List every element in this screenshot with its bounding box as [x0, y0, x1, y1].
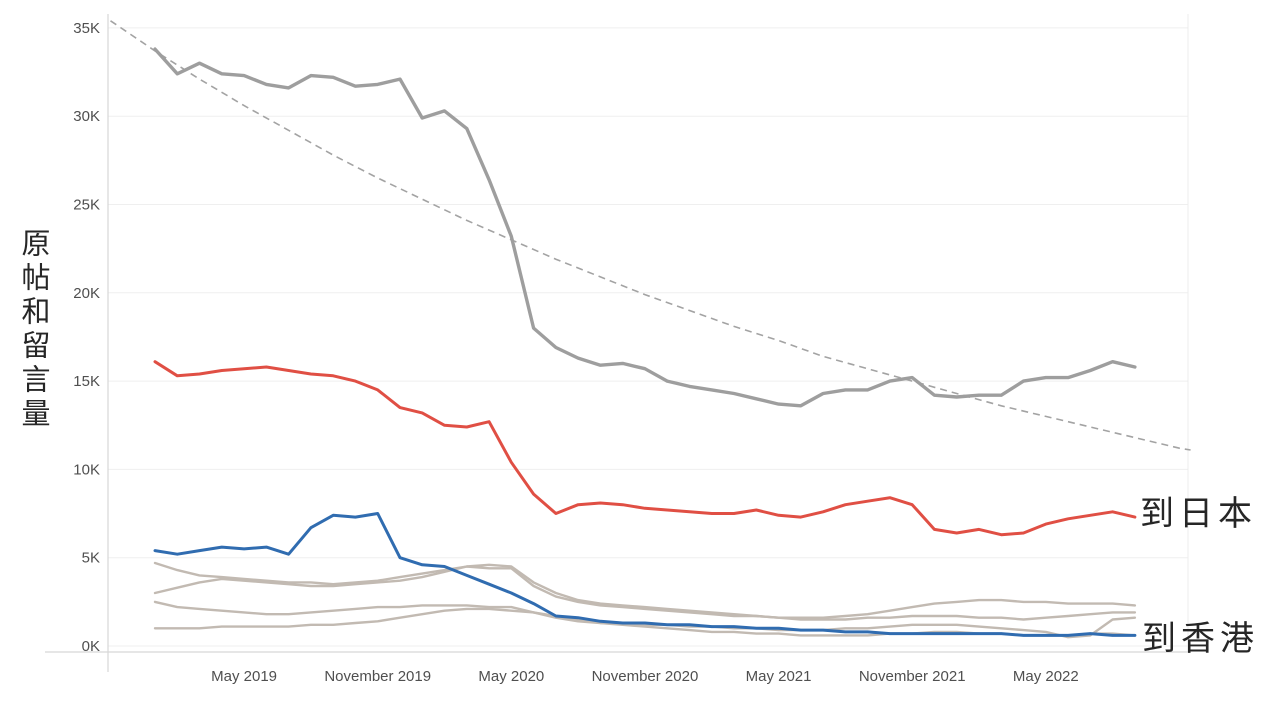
x-tick-label: May 2020 — [478, 668, 544, 685]
x-tick-label: November 2021 — [859, 668, 966, 685]
y-tick-label: 35K — [73, 20, 100, 37]
x-tick-label: May 2019 — [211, 668, 277, 685]
trend-dashed-line — [110, 20, 1191, 451]
x-tick-label: May 2022 — [1013, 668, 1079, 685]
series-line-to-japan[interactable] — [153, 360, 1137, 537]
y-tick-label: 15K — [73, 373, 100, 390]
y-tick-label: 5K — [82, 550, 100, 567]
y-tick-label: 10K — [73, 461, 100, 478]
x-tick-label: May 2021 — [746, 668, 812, 685]
y-tick-label: 0K — [82, 638, 100, 655]
y-axis-title: 原帖和留言量 — [17, 228, 49, 432]
series-line-other-1[interactable] — [153, 561, 1137, 619]
y-tick-label: 20K — [73, 285, 100, 302]
series-line-other-3[interactable] — [153, 600, 1137, 639]
y-tick-label: 30K — [73, 108, 100, 125]
annotation-to-japan: 到日本 — [1140, 495, 1257, 533]
series-line-to-hongkong[interactable] — [153, 512, 1137, 637]
series-line-overall-gray[interactable] — [153, 47, 1137, 408]
annotation-to-hongkong: 到香港 — [1142, 620, 1259, 658]
x-tick-label: November 2020 — [592, 668, 699, 685]
series-line-other-2[interactable] — [153, 563, 1137, 621]
x-tick-label: November 2019 — [324, 668, 431, 685]
y-tick-label: 25K — [73, 197, 100, 214]
